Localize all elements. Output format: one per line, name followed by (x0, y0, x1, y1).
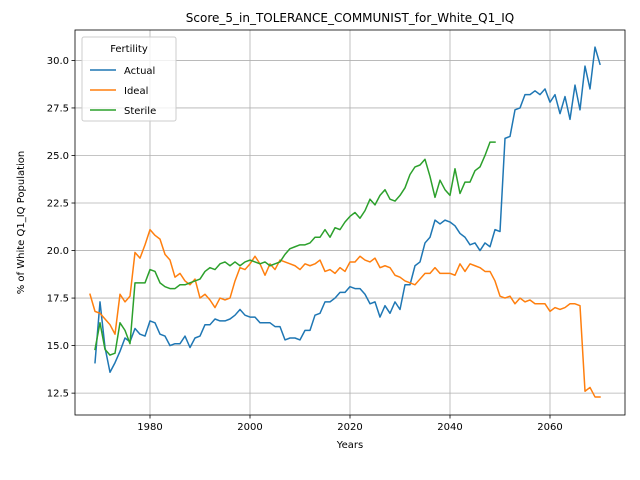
legend-title: Fertility (110, 44, 148, 55)
grid-layer (75, 30, 625, 415)
y-axis-title: % of White Q1_IQ Population (16, 151, 27, 295)
series-line-ideal (89, 228, 601, 398)
series-line-sterile (94, 141, 496, 356)
x-tick-label: 2020 (337, 422, 362, 433)
x-tick-label: 2060 (537, 422, 562, 433)
y-tick-label: 25.0 (47, 151, 69, 162)
x-tick-label: 2000 (237, 422, 262, 433)
chart-title: Score_5_in_TOLERANCE_COMMUNIST_for_White… (186, 11, 514, 25)
y-tick-label: 12.5 (47, 389, 69, 400)
y-tick-label: 20.0 (47, 246, 69, 257)
legend-label-sterile: Sterile (124, 106, 156, 117)
legend-items: Actual Ideal Sterile (90, 66, 156, 117)
y-tick-label: 15.0 (47, 341, 69, 352)
series-layer (89, 46, 601, 398)
legend-label-actual: Actual (124, 66, 155, 77)
y-tick-label: 27.5 (47, 103, 69, 114)
y-tick-label: 22.5 (47, 199, 69, 210)
tick-layer: 1980 2000 2020 2040 2060 12.5 15.0 17.5 20.0 22.5… (47, 56, 563, 433)
series-line-actual (94, 46, 601, 373)
legend-box (81, 36, 177, 122)
legend: Fertility Actual Ideal Sterile (81, 36, 177, 122)
y-tick-label: 17.5 (47, 294, 69, 305)
legend-label-ideal: Ideal (124, 86, 148, 97)
y-tick-label: 30.0 (47, 56, 69, 67)
x-tick-label: 1980 (137, 422, 162, 433)
x-axis-title: Years (336, 440, 363, 451)
x-tick-label: 2040 (437, 422, 462, 433)
